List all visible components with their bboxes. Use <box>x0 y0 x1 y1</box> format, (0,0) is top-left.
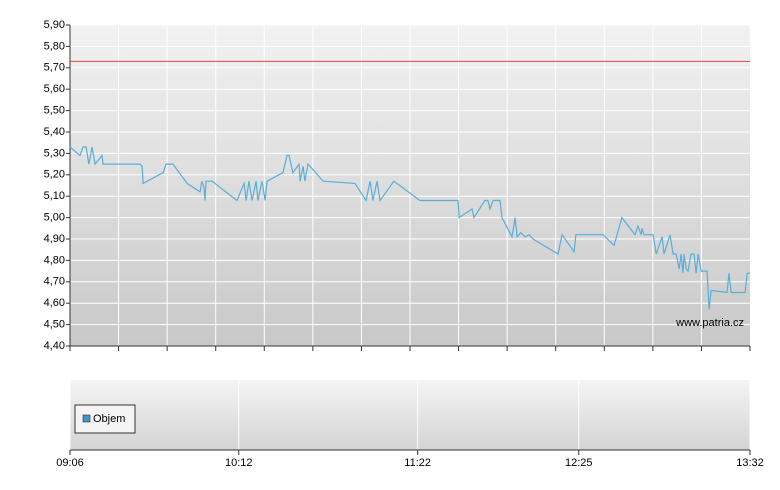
y-tick-label: 5,90 <box>44 19 65 31</box>
legend-label: Objem <box>93 413 125 425</box>
y-tick-label: 5,70 <box>44 62 65 74</box>
y-tick-label: 5,20 <box>44 169 65 181</box>
y-tick-label: 4,80 <box>44 254 65 266</box>
y-tick-label: 4,40 <box>44 340 65 352</box>
x-tick-label: 09:06 <box>56 457 84 469</box>
watermark: www.patria.cz <box>675 317 744 329</box>
x-tick-label: 10:12 <box>225 457 253 469</box>
y-tick-label: 4,90 <box>44 233 65 245</box>
y-tick-label: 4,70 <box>44 276 65 288</box>
volume-area <box>70 380 750 450</box>
y-tick-label: 5,80 <box>44 40 65 52</box>
x-tick-label: 11:22 <box>404 457 431 469</box>
y-tick-label: 4,50 <box>44 319 65 331</box>
legend-swatch <box>82 414 91 423</box>
y-tick-label: 5,30 <box>44 147 65 159</box>
y-tick-label: 4,60 <box>44 297 65 309</box>
y-tick-label: 5,50 <box>44 105 65 117</box>
x-tick-label: 13:32 <box>736 457 764 469</box>
x-tick-label: 12:25 <box>565 457 593 469</box>
y-tick-label: 5,00 <box>44 212 65 224</box>
legend: Objem <box>74 404 136 434</box>
price-line <box>69 146 750 310</box>
y-tick-label: 5,10 <box>44 190 65 202</box>
y-tick-label: 5,60 <box>44 83 65 95</box>
y-tick-label: 5,40 <box>44 126 65 138</box>
